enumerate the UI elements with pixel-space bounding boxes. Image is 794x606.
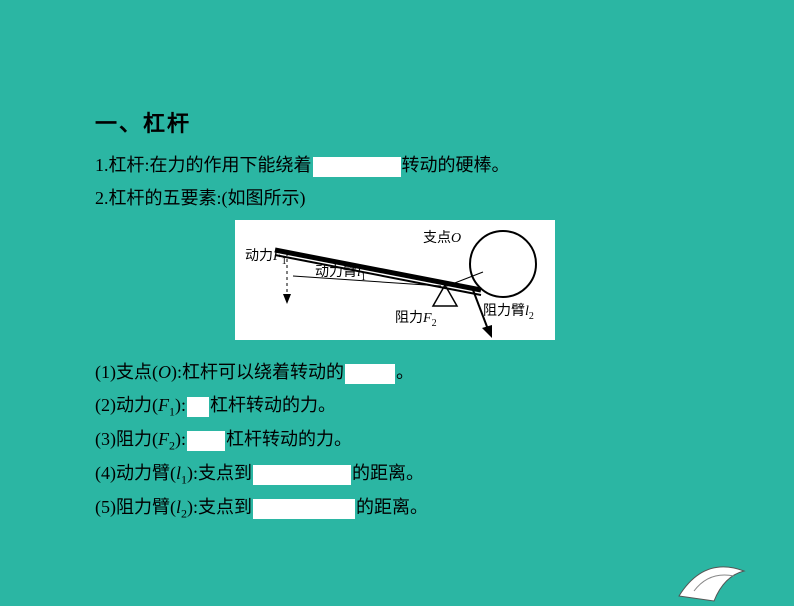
blank-i1	[345, 364, 395, 384]
i2-f: F	[158, 395, 169, 415]
effort-arrowhead	[283, 294, 291, 304]
lever-bar	[275, 250, 481, 290]
p1-text-b: 转动的硬棒。	[402, 155, 510, 175]
slide-content: 一、杠杆 1.杠杆:在力的作用下能绕着 转动的硬棒。 2.杠杆的五要素:(如图所示…	[95, 105, 695, 526]
i3-f: F	[158, 429, 169, 449]
i1-b: ):杠杆可以绕着转动的	[171, 362, 344, 382]
i5-a: (5)阻力臂(	[95, 497, 176, 517]
i4-b: ):支点到	[187, 463, 252, 483]
diagram-container: 支点O 动力F1 动力臂l1 阻力F2 阻力臂l2	[95, 220, 695, 350]
lever-bar-shadow	[275, 255, 481, 295]
i3-b: ):	[175, 429, 186, 449]
item-2: (2)动力(F1):杠杆转动的力。	[95, 390, 695, 422]
blank-i3	[187, 431, 225, 451]
item-3: (3)阻力(F2):杠杆转动的力。	[95, 424, 695, 456]
load-circle	[470, 231, 536, 297]
blank-i4	[253, 465, 351, 485]
i2-a: (2)动力(	[95, 395, 158, 415]
i2-c: 杠杆转动的力。	[210, 395, 336, 415]
i1-a: (1)支点(	[95, 362, 158, 382]
lever-svg: 支点O 动力F1 动力臂l1 阻力F2 阻力臂l2	[235, 220, 555, 340]
p1-text-a: 1.杠杆:在力的作用下能绕着	[95, 155, 312, 175]
item-5: (5)阻力臂(l2):支点到的距离。	[95, 492, 695, 524]
blank-i2	[187, 397, 209, 417]
lever-diagram: 支点O 动力F1 动力臂l1 阻力F2 阻力臂l2	[235, 220, 555, 340]
load-arrowhead	[482, 325, 492, 338]
i5-c: 的距离。	[356, 497, 428, 517]
i2-b: ):	[175, 395, 186, 415]
i4-a: (4)动力臂(	[95, 463, 176, 483]
para-1: 1.杠杆:在力的作用下能绕着 转动的硬棒。	[95, 150, 695, 181]
label-load: 阻力F2	[395, 310, 437, 329]
i5-b: ):支点到	[187, 497, 252, 517]
i1-o: O	[158, 362, 171, 382]
section-heading: 一、杠杆	[95, 105, 695, 142]
item-4: (4)动力臂(l1):支点到的距离。	[95, 458, 695, 490]
blank-i5	[253, 499, 355, 519]
i3-c: 杠杆转动的力。	[226, 429, 352, 449]
i1-c: 。	[396, 362, 414, 382]
para-2: 2.杠杆的五要素:(如图所示)	[95, 183, 695, 214]
item-1: (1)支点(O):杠杆可以绕着转动的 。	[95, 357, 695, 388]
label-load-arm: 阻力臂l2	[483, 303, 534, 322]
i4-c: 的距离。	[352, 463, 424, 483]
blank-1	[313, 157, 401, 177]
label-effort: 动力F1	[245, 248, 287, 267]
label-fulcrum: 支点O	[423, 230, 461, 246]
i3-a: (3)阻力(	[95, 429, 158, 449]
